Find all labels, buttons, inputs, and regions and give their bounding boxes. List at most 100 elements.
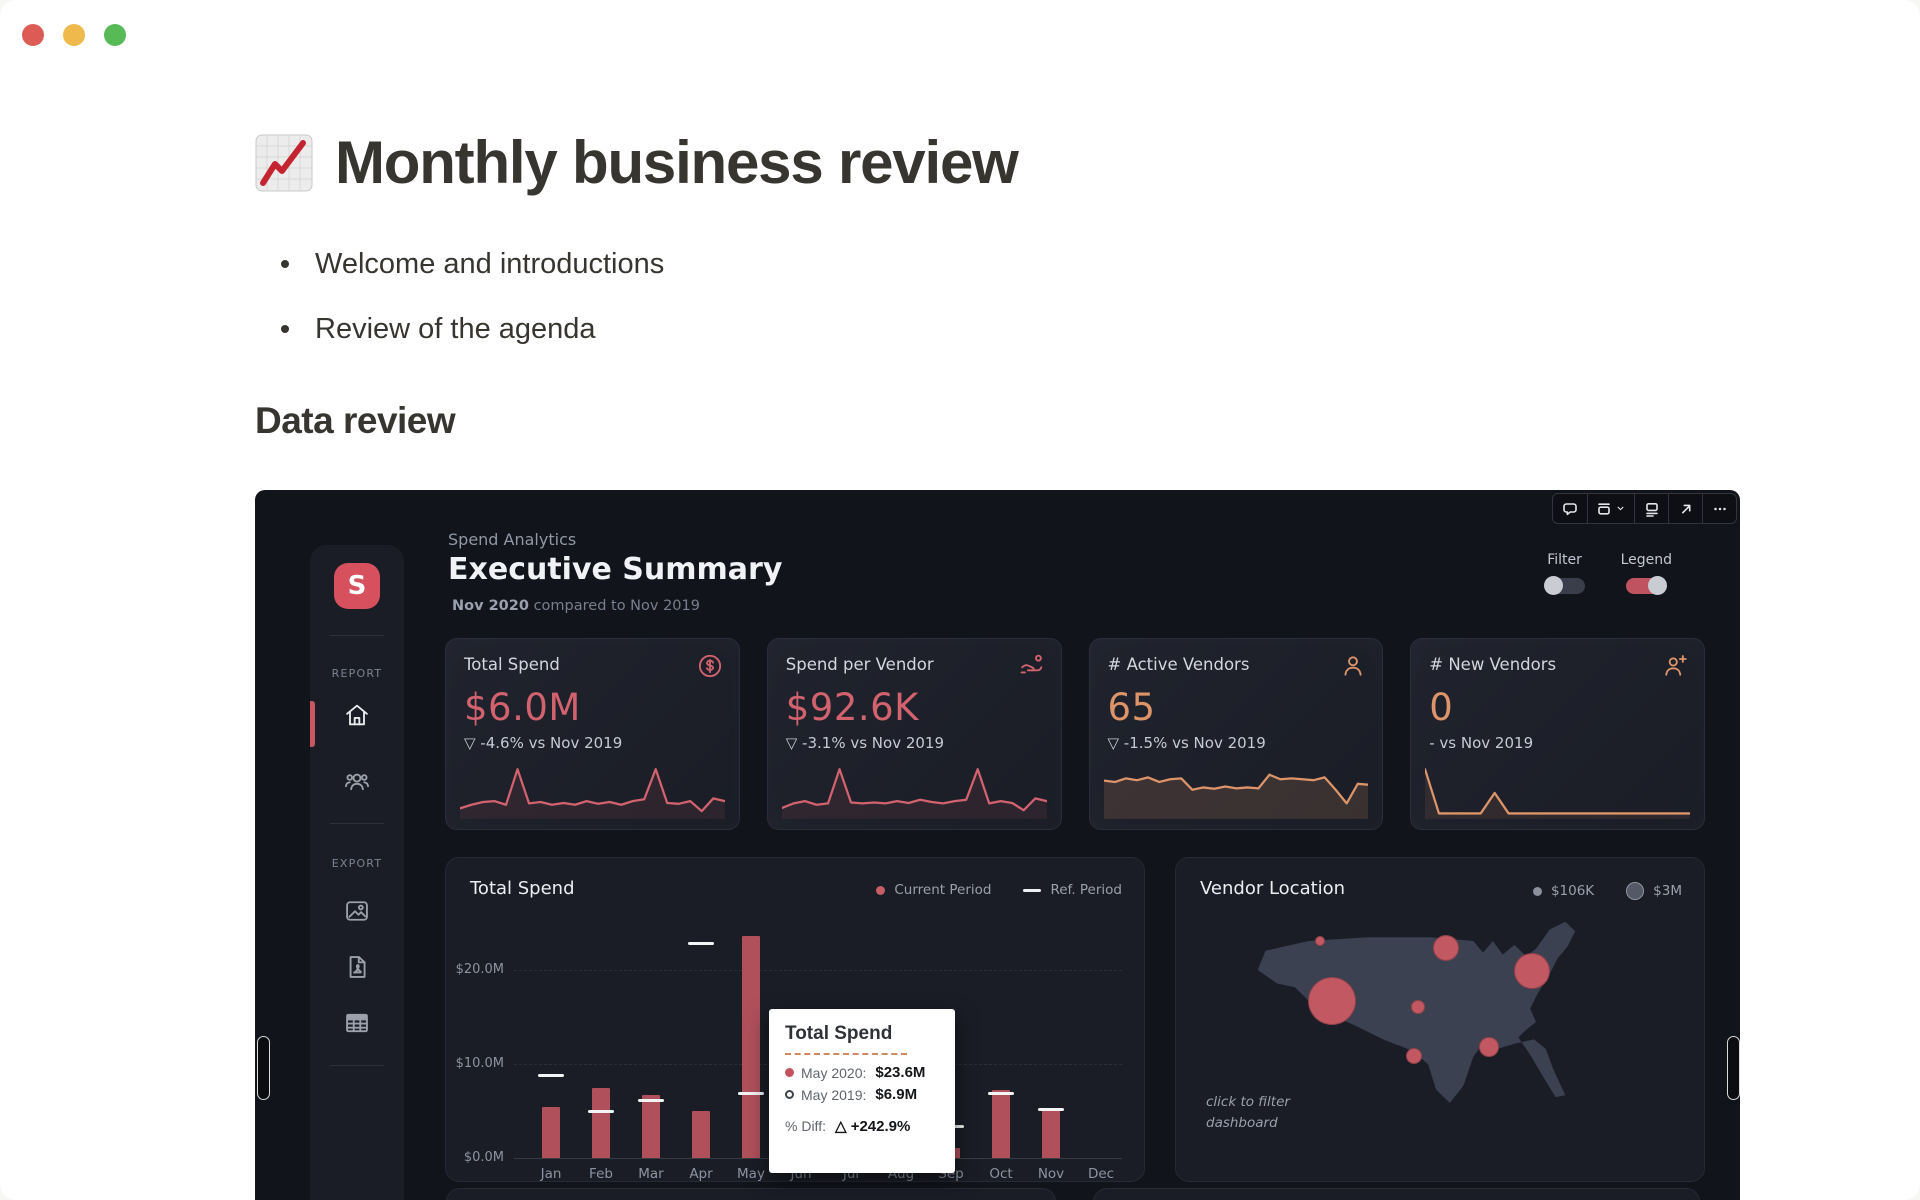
chart-tooltip: Total Spend May 2020: $23.6M May 2019: $6.9… — [769, 1009, 955, 1173]
legend-dash-marker — [1023, 888, 1042, 892]
vendors-icon — [344, 773, 370, 791]
sparkline — [1424, 768, 1692, 819]
home-icon — [346, 704, 368, 726]
sidebar-item-table-export[interactable] — [343, 1009, 371, 1037]
comment-icon — [1563, 502, 1577, 515]
y-axis-label: $10.0M — [455, 1056, 504, 1071]
image-resize-handle-right[interactable] — [1727, 1036, 1740, 1100]
vendor-bubble[interactable] — [1478, 1037, 1499, 1058]
vendor-bubble[interactable] — [1406, 1047, 1423, 1064]
tooltip-diff-row: % Diff: △ +242.9% — [785, 1118, 911, 1135]
sidebar-item-vendors[interactable] — [343, 767, 371, 795]
bar-feb — [592, 1088, 610, 1158]
close-button[interactable] — [22, 24, 44, 46]
month-label: Apr — [689, 1166, 713, 1182]
image-export-icon — [346, 901, 368, 921]
kpi-total-spend-card[interactable]: Total Spend $6.0M ▽ -4.6% vs Nov 2019 — [445, 638, 740, 830]
map-note: click to filter dashboard — [1206, 1094, 1290, 1131]
kpi-icon-wrap — [1018, 652, 1046, 680]
sidebar-item-image-export[interactable] — [343, 897, 371, 925]
page-title: Monthly business review — [255, 128, 1019, 197]
sidebar-section-export: EXPORT — [331, 857, 383, 870]
ref-tick-oct — [988, 1091, 1014, 1095]
bullet-list: Welcome and introductions Review of the a… — [255, 244, 664, 374]
kpi-new-vendors-card[interactable]: # New Vendors 0 - vs Nov 2019 — [1410, 638, 1705, 830]
kpi-title: # New Vendors — [1429, 655, 1557, 674]
vendor-bubble[interactable] — [1514, 953, 1551, 990]
image-resize-handle-left[interactable] — [257, 1036, 270, 1100]
sidebar-item-pdf-export[interactable] — [343, 953, 371, 981]
bar-nov — [1042, 1110, 1060, 1158]
map-legend-large-bubble — [1626, 882, 1645, 900]
tooltip-divider — [785, 1053, 907, 1055]
caption-below-button[interactable] — [1634, 494, 1668, 523]
kpi-icon-wrap — [1661, 652, 1689, 680]
filter-toggle[interactable] — [1543, 576, 1585, 595]
kpi-delta: ▽ -4.6% vs Nov 2019 — [464, 734, 623, 752]
kpi-delta: ▽ -3.1% vs Nov 2019 — [785, 734, 945, 752]
map-panel-title: Vendor Location — [1200, 878, 1346, 899]
caption-icon — [1598, 502, 1610, 515]
kpi-value: 65 — [1107, 686, 1156, 729]
y-axis-label: $0.0M — [463, 1150, 504, 1165]
bullet-item: Welcome and introductions — [255, 244, 664, 284]
zoom-button[interactable] — [104, 24, 126, 46]
us-map[interactable] — [1242, 916, 1634, 1128]
more-button[interactable] — [1702, 494, 1736, 523]
open-original-button[interactable] — [1668, 494, 1702, 523]
dashboard-period: Nov 2020 compared to Nov 2019 — [452, 598, 700, 614]
bar-may — [742, 936, 760, 1158]
person-icon — [1344, 656, 1362, 676]
kpi-title: Total Spend — [464, 655, 560, 674]
vendor-location-panel: Vendor Location $106K $3M click to filter… — [1175, 857, 1705, 1182]
kpi-spend-per-vendor-card[interactable]: Spend per Vendor $92.6K ▽ -3.1% vs Nov 201… — [766, 638, 1062, 830]
caption-below-icon — [1645, 502, 1658, 517]
kpi-icon-wrap — [696, 652, 724, 680]
ref-tick-feb — [588, 1109, 614, 1113]
filter-toggle-label: Filter — [1547, 552, 1582, 568]
sidebar-item-home[interactable] — [343, 701, 371, 729]
ref-tick-nov — [1038, 1107, 1064, 1111]
app-logo[interactable]: S — [334, 563, 380, 609]
dollar-circle-icon — [698, 654, 721, 678]
minimize-button[interactable] — [63, 24, 85, 46]
dashboard-embed[interactable]: S REPORT EXPORT Spend Analytics Executive… — [255, 490, 1740, 1200]
kpi-value: $6.0M — [464, 686, 581, 729]
sparkline — [780, 768, 1048, 819]
bullet-item: Review of the agenda — [255, 309, 664, 349]
kpi-value: 0 — [1429, 686, 1454, 729]
dashboard-sidebar: S REPORT EXPORT — [310, 545, 404, 1200]
vendor-bubble[interactable] — [1432, 934, 1459, 961]
next-row-panel-right — [1093, 1188, 1700, 1200]
legend-toggle[interactable] — [1626, 576, 1668, 595]
kpi-active-vendors-card[interactable]: # Active Vendors 65 ▽ -1.5% vs Nov 2019 — [1088, 638, 1384, 830]
table-export-icon — [346, 1013, 368, 1033]
vendor-bubble[interactable] — [1308, 976, 1357, 1025]
active-item-accent — [310, 701, 315, 747]
kpi-delta: - vs Nov 2019 — [1429, 734, 1534, 752]
comment-button[interactable] — [1553, 494, 1587, 523]
vendor-bubble[interactable] — [1411, 1000, 1426, 1015]
tooltip-row: May 2020: $23.6M — [785, 1064, 939, 1081]
vendor-bubble[interactable] — [1315, 936, 1326, 947]
dashboard-toggles: Filter Legend — [1543, 552, 1672, 595]
next-row-panel-left — [446, 1188, 1056, 1200]
bar-apr — [692, 1111, 710, 1158]
kpi-row: Total Spend $6.0M ▽ -4.6% vs Nov 2019 Spend… — [445, 638, 1705, 830]
bar-oct — [992, 1090, 1010, 1158]
month-label: Oct — [989, 1166, 1013, 1182]
page-title-text: Monthly business review — [335, 129, 1019, 196]
legend-dot-marker — [876, 885, 886, 895]
pdf-export-icon — [349, 956, 366, 978]
tooltip-title: Total Spend — [785, 1023, 893, 1044]
bar-jan — [542, 1107, 560, 1158]
kpi-title: # Active Vendors — [1107, 655, 1250, 674]
vendor-payment-icon — [1020, 654, 1042, 674]
sidebar-divider — [330, 823, 384, 824]
open-original-icon — [1681, 504, 1690, 513]
caption-button[interactable] — [1587, 494, 1634, 523]
ref-tick-apr — [688, 942, 714, 946]
sparkline — [1102, 773, 1370, 819]
section-heading: Data review — [255, 400, 456, 441]
